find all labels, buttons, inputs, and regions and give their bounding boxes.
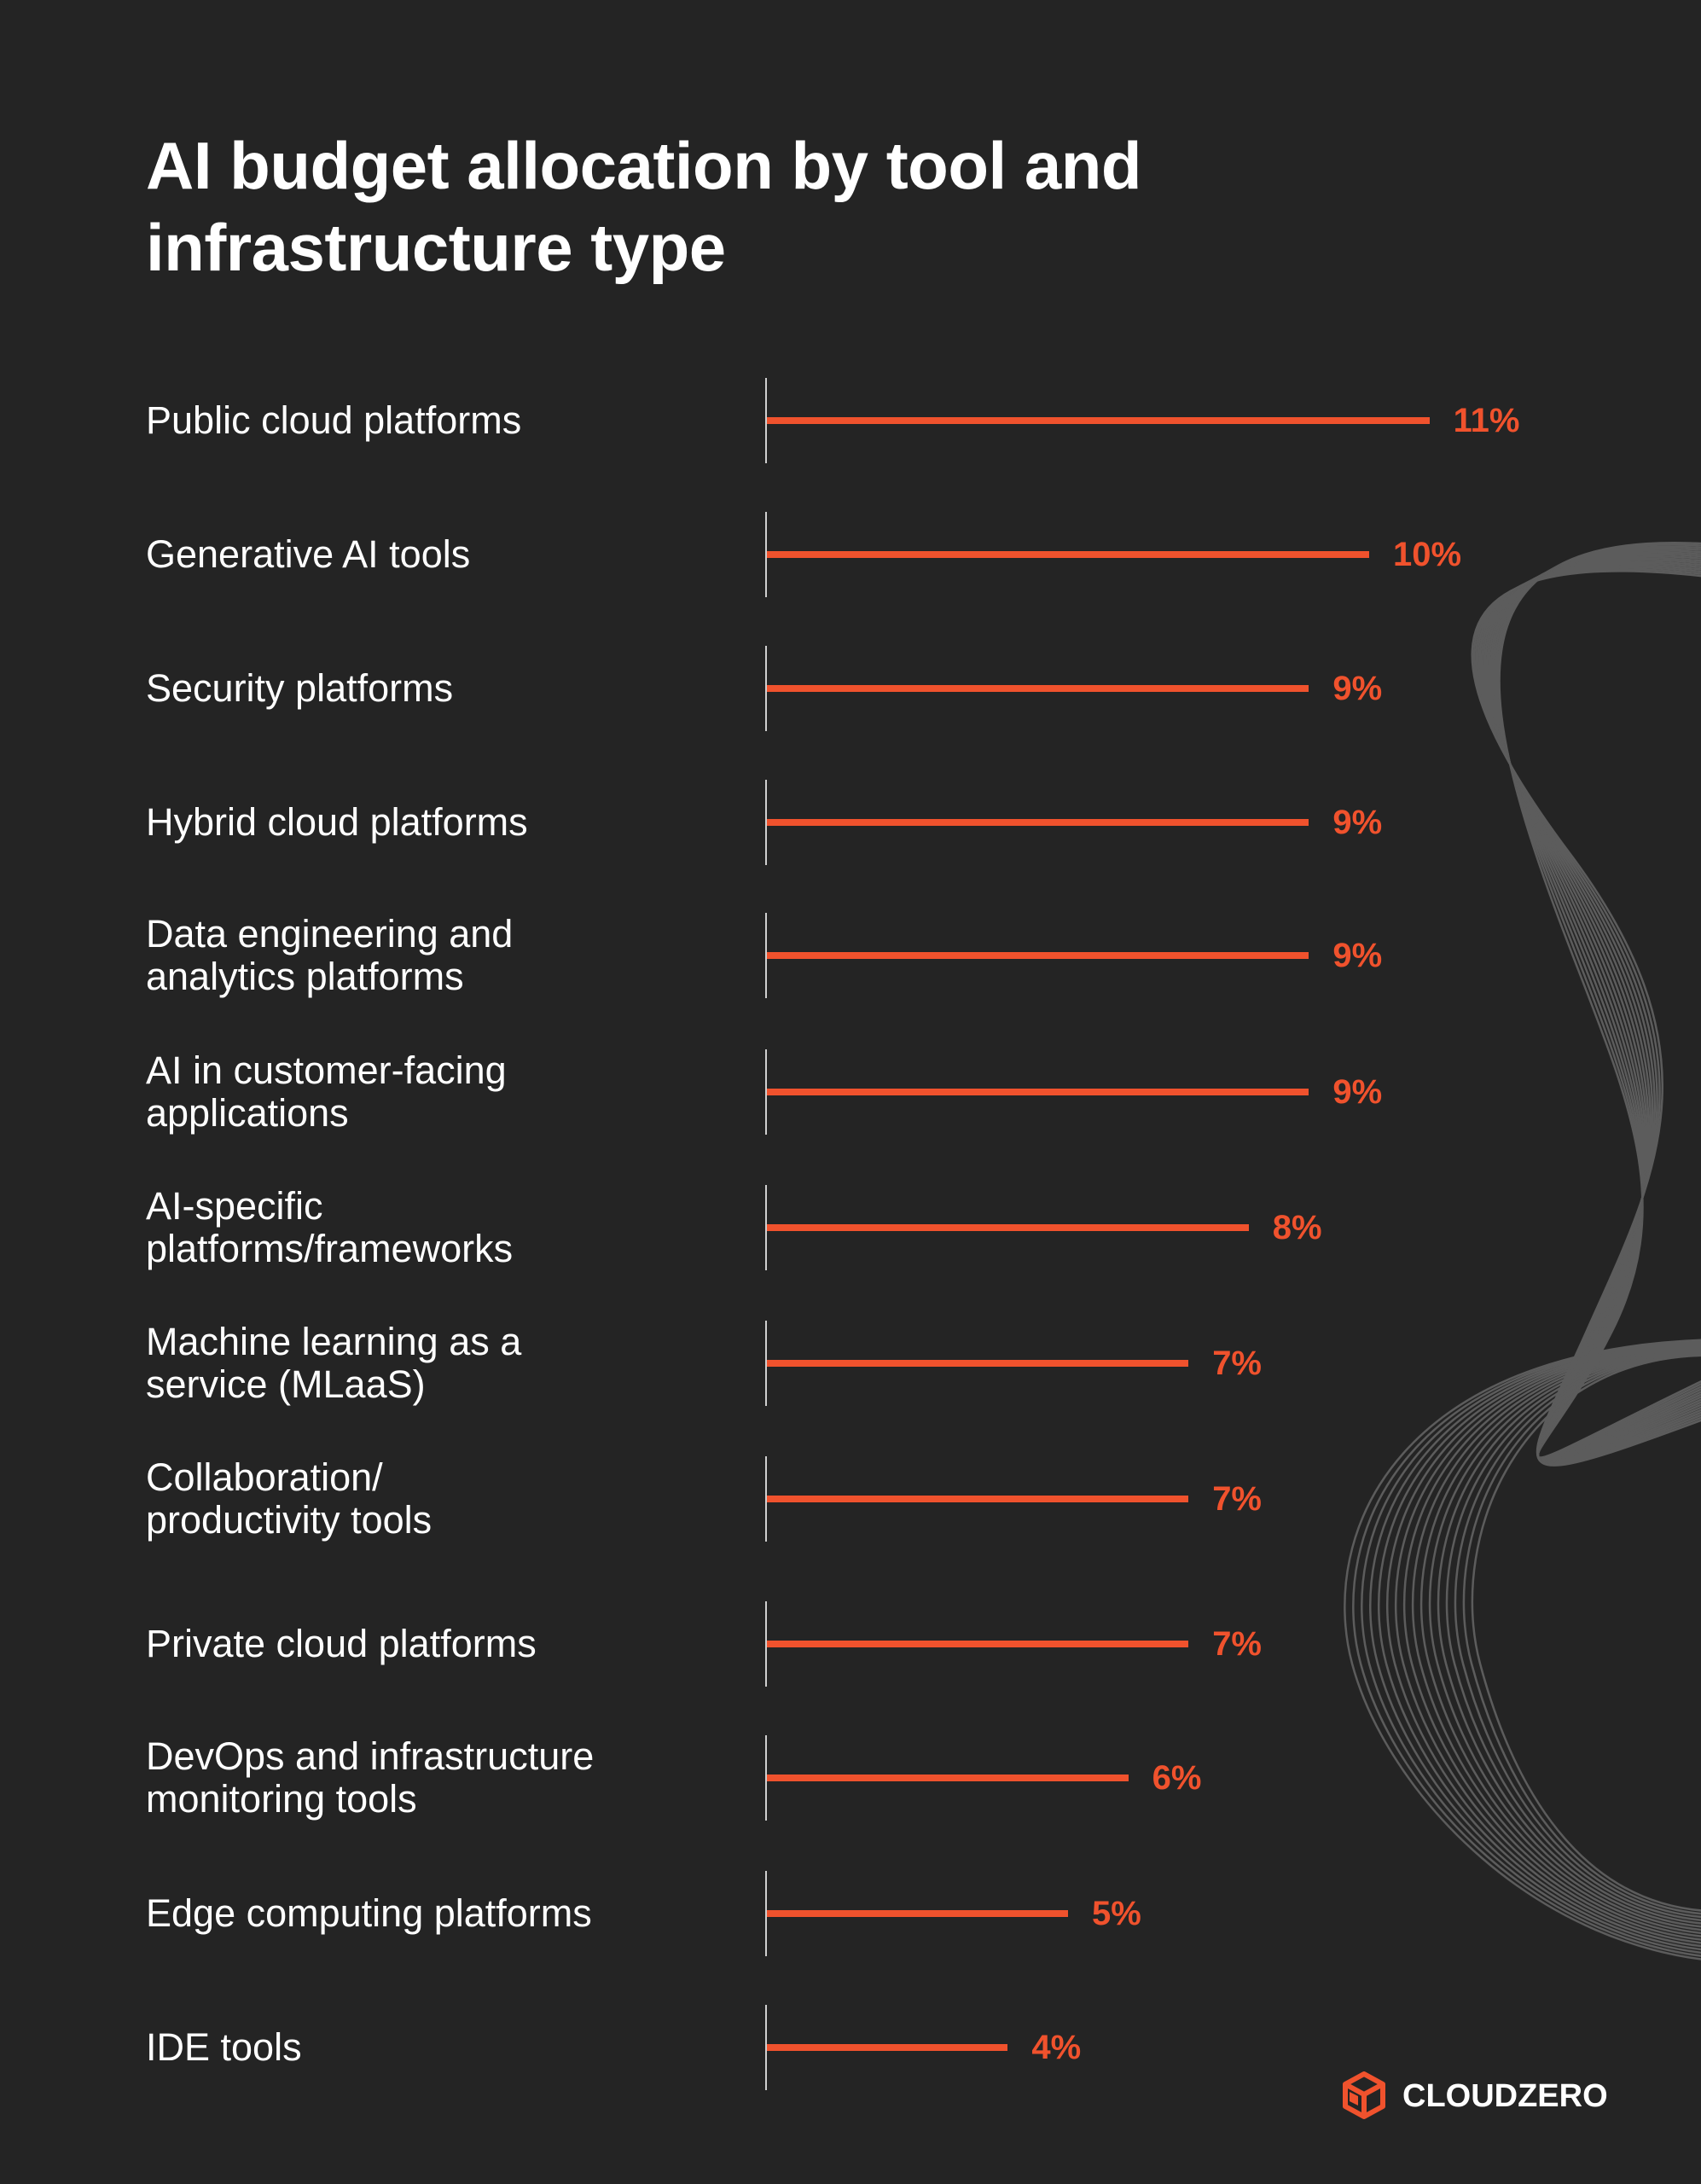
chart-row: Security platforms 9% — [0, 646, 1701, 731]
category-label: AI-specific platforms/frameworks — [146, 1184, 514, 1270]
value-label: 9% — [1332, 669, 1383, 707]
contour-line — [1437, 1350, 1701, 1925]
chart-row: AI in customer-facing applications 9% — [0, 1049, 1701, 1135]
category-label: Public cloud platforms — [146, 398, 522, 442]
contour-line — [1454, 1352, 1701, 1919]
bar-axis-line — [765, 1321, 767, 1406]
value-label: 10% — [1393, 535, 1462, 573]
value-label: 4% — [1031, 2028, 1082, 2066]
bar — [767, 1224, 1249, 1231]
chart-row: Data engineering and analytics platforms… — [0, 913, 1701, 998]
bar — [767, 2044, 1008, 2051]
category-label: Generative AI tools — [146, 532, 471, 576]
bar-axis-line — [765, 780, 767, 865]
contour-line — [1361, 1341, 1701, 1954]
category-label: Collaboration/ productivity tools — [146, 1455, 433, 1542]
chart-row: Private cloud platforms 7% — [0, 1601, 1701, 1687]
bar — [767, 1089, 1309, 1095]
contour-line — [1471, 1354, 1701, 1912]
bar-axis-line — [765, 1185, 767, 1270]
contour-line — [1344, 1339, 1701, 1960]
bar — [767, 551, 1369, 558]
bar-axis-line — [765, 512, 767, 597]
bar-axis-line — [765, 913, 767, 998]
category-label: IDE tools — [146, 2025, 302, 2069]
value-label: 7% — [1212, 1344, 1262, 1382]
chart-row: Edge computing platforms 5% — [0, 1871, 1701, 1956]
category-label: Machine learning as a service (MLaaS) — [146, 1320, 522, 1406]
bar-axis-line — [765, 2005, 767, 2090]
bar — [767, 1360, 1189, 1367]
contour-line — [1369, 1342, 1701, 1951]
cloudzero-logo: CLOUDZERO — [1338, 2068, 1608, 2124]
value-label: 9% — [1332, 936, 1383, 974]
category-label: Hybrid cloud platforms — [146, 800, 528, 844]
bar-axis-line — [765, 1735, 767, 1821]
contour-line — [1377, 1343, 1701, 1948]
contour-line — [1471, 570, 1701, 1467]
value-label: 7% — [1212, 1479, 1262, 1518]
chart-row: Generative AI tools 10% — [0, 512, 1701, 597]
bar — [767, 417, 1430, 424]
category-label: Edge computing platforms — [146, 1891, 592, 1935]
chart-row: IDE tools 4% — [0, 2005, 1701, 2090]
bar-axis-line — [765, 1456, 767, 1542]
category-label: Data engineering and analytics platforms — [146, 912, 514, 998]
contour-line — [1385, 1344, 1701, 1944]
chart-row: Collaboration/ productivity tools 7% — [0, 1456, 1701, 1542]
value-label: 9% — [1332, 1072, 1383, 1111]
contour-line — [1462, 1353, 1701, 1915]
contour-line — [1402, 1346, 1701, 1937]
bar-axis-line — [765, 1049, 767, 1135]
bar-axis-line — [765, 1601, 767, 1687]
contour-line — [1352, 1339, 1701, 1957]
bar — [767, 1910, 1068, 1917]
value-label: 11% — [1453, 401, 1520, 439]
chart-row: Machine learning as a service (MLaaS) 7% — [0, 1321, 1701, 1406]
bar — [767, 1496, 1189, 1502]
value-label: 9% — [1332, 803, 1383, 841]
bar — [767, 685, 1309, 692]
bar-axis-line — [765, 1871, 767, 1956]
category-label: AI in customer-facing applications — [146, 1048, 507, 1135]
bar-axis-line — [765, 378, 767, 463]
category-label: Private cloud platforms — [146, 1622, 537, 1665]
chart-row: Hybrid cloud platforms 9% — [0, 780, 1701, 865]
value-label: 7% — [1212, 1624, 1262, 1663]
value-label: 6% — [1152, 1758, 1202, 1797]
contour-line — [1428, 1349, 1701, 1928]
bar — [767, 819, 1309, 826]
bar-axis-line — [765, 646, 767, 731]
contour-line — [1394, 1345, 1701, 1941]
bar — [767, 952, 1309, 959]
cloudzero-cube-icon — [1343, 2071, 1385, 2119]
category-label: Security platforms — [146, 666, 454, 710]
category-label: DevOps and infrastructure monitoring too… — [146, 1734, 595, 1821]
contour-line — [1419, 1348, 1701, 1931]
contour-line — [1411, 1347, 1701, 1934]
chart-title: AI budget allocation by tool and infrast… — [146, 128, 1142, 285]
chart-row: AI-specific platforms/frameworks 8% — [0, 1185, 1701, 1270]
bar — [767, 1774, 1129, 1781]
chart-row: Public cloud platforms 11% — [0, 378, 1701, 463]
value-label: 8% — [1272, 1208, 1322, 1246]
value-label: 5% — [1092, 1894, 1141, 1932]
chart-row: DevOps and infrastructure monitoring too… — [0, 1735, 1701, 1821]
bar — [767, 1641, 1189, 1647]
logo-text: CLOUDZERO — [1402, 2077, 1608, 2114]
